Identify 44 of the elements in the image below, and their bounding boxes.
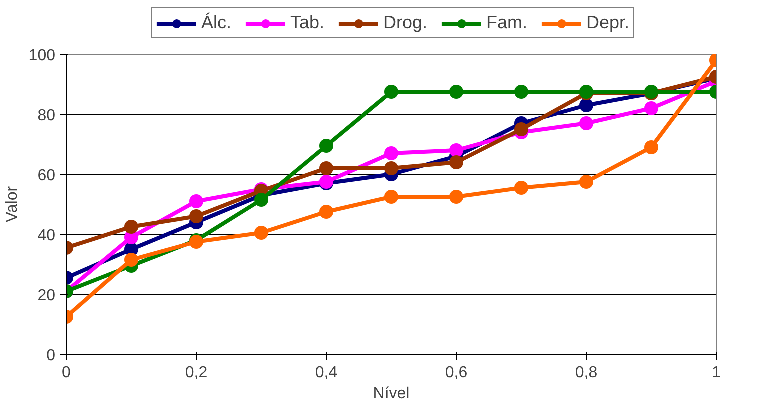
x-tick-label: 0,2 xyxy=(185,364,208,382)
y-tick-label: 40 xyxy=(38,228,56,244)
legend-label: Drog. xyxy=(383,12,428,34)
point xyxy=(190,210,204,224)
legend-label: Álc. xyxy=(201,12,232,34)
point xyxy=(514,181,528,195)
point xyxy=(514,85,528,99)
point xyxy=(254,226,268,240)
point xyxy=(450,156,464,170)
point xyxy=(124,220,138,234)
point xyxy=(384,85,398,99)
point xyxy=(450,190,464,204)
point xyxy=(450,144,464,158)
x-tick-label: 0,6 xyxy=(445,364,468,382)
y-tick-label: 60 xyxy=(38,168,56,184)
x-tick-label: 0,8 xyxy=(575,364,598,382)
point xyxy=(320,162,334,176)
y-tick-label: 0 xyxy=(46,348,56,364)
point xyxy=(580,116,594,130)
legend-label: Fam. xyxy=(486,12,528,34)
x-tick-label: 0,4 xyxy=(315,364,338,382)
point xyxy=(320,205,334,219)
point xyxy=(190,194,204,208)
point xyxy=(450,85,464,99)
point xyxy=(644,140,658,154)
x-tick-label: 1 xyxy=(712,364,722,382)
point xyxy=(580,98,594,112)
point xyxy=(644,102,658,116)
y-tick-label: 80 xyxy=(38,108,56,124)
point xyxy=(384,190,398,204)
point xyxy=(514,122,528,136)
point xyxy=(384,146,398,160)
point xyxy=(384,162,398,176)
point xyxy=(124,253,138,267)
legend-label: Tab. xyxy=(290,12,324,34)
y-tick-label: 20 xyxy=(38,288,56,304)
x-axis-title: Nível xyxy=(373,386,410,402)
point xyxy=(320,139,334,153)
point xyxy=(254,193,268,207)
x-tick-label: 0 xyxy=(62,364,72,382)
point xyxy=(580,175,594,189)
y-axis-title: Valor xyxy=(4,186,21,223)
y-tick-label: 100 xyxy=(28,48,56,64)
legend-label: Depr. xyxy=(586,12,630,34)
